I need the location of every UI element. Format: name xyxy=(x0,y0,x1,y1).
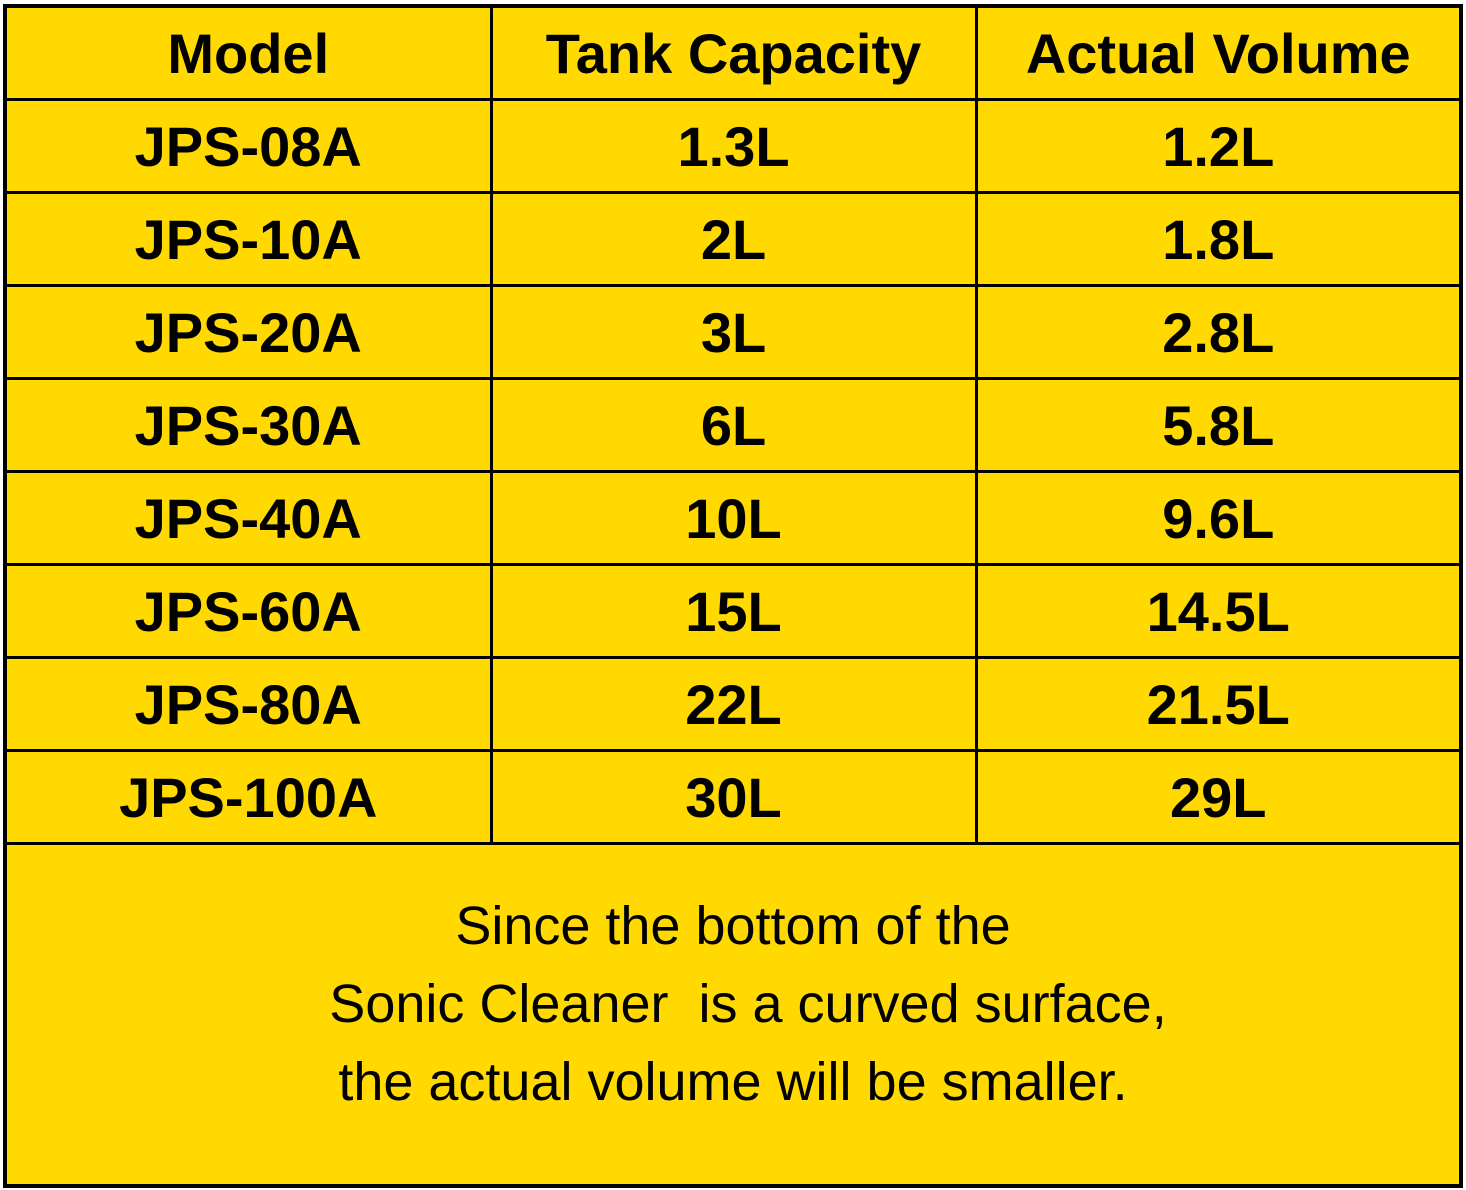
model-cell: JPS-60A xyxy=(7,563,493,659)
table-row: JPS-30A 6L 5.8L xyxy=(7,377,1459,473)
tank-capacity-cell: 3L xyxy=(489,284,978,380)
actual-volume-cell: 29L xyxy=(974,749,1459,845)
note-line: Since the bottom of the xyxy=(455,896,1011,956)
header-actual-volume: Actual Volume xyxy=(974,8,1459,101)
actual-volume-cell: 2.8L xyxy=(974,284,1459,380)
table-row: JPS-40A 10L 9.6L xyxy=(7,470,1459,566)
table-row: JPS-100A 30L 29L xyxy=(7,749,1459,845)
actual-volume-cell: 21.5L xyxy=(974,656,1459,752)
table-row: JPS-10A 2L 1.8L xyxy=(7,191,1459,287)
header-model: Model xyxy=(7,8,493,101)
tank-capacity-cell: 22L xyxy=(489,656,978,752)
actual-volume-cell: 1.8L xyxy=(974,191,1459,287)
capacity-table: Model Tank Capacity Actual Volume JPS-08… xyxy=(7,8,1459,845)
note-line: Sonic Cleaner is a curved surface, xyxy=(299,974,1167,1034)
note-line: the actual volume will be smaller. xyxy=(338,1052,1128,1112)
model-cell: JPS-10A xyxy=(7,191,493,287)
tank-capacity-cell: 15L xyxy=(489,563,978,659)
model-cell: JPS-30A xyxy=(7,377,493,473)
table-row: JPS-08A 1.3L 1.2L xyxy=(7,98,1459,194)
tank-capacity-cell: 30L xyxy=(489,749,978,845)
actual-volume-cell: 5.8L xyxy=(974,377,1459,473)
actual-volume-cell: 1.2L xyxy=(974,98,1459,194)
model-cell: JPS-20A xyxy=(7,284,493,380)
table-row: JPS-20A 3L 2.8L xyxy=(7,284,1459,380)
table-row: JPS-80A 22L 21.5L xyxy=(7,656,1459,752)
model-cell: JPS-100A xyxy=(7,749,493,845)
spec-table-frame: Model Tank Capacity Actual Volume JPS-08… xyxy=(3,4,1463,1188)
model-cell: JPS-80A xyxy=(7,656,493,752)
header-row: Model Tank Capacity Actual Volume xyxy=(7,8,1459,101)
model-cell: JPS-40A xyxy=(7,470,493,566)
header-tank-capacity: Tank Capacity xyxy=(489,8,978,101)
tank-capacity-cell: 10L xyxy=(489,470,978,566)
tank-capacity-cell: 6L xyxy=(489,377,978,473)
note: Since the bottom of the Sonic Cleaner is… xyxy=(7,845,1459,1121)
actual-volume-cell: 9.6L xyxy=(974,470,1459,566)
table-row: JPS-60A 15L 14.5L xyxy=(7,563,1459,659)
actual-volume-cell: 14.5L xyxy=(974,563,1459,659)
tank-capacity-cell: 2L xyxy=(489,191,978,287)
tank-capacity-cell: 1.3L xyxy=(489,98,978,194)
model-cell: JPS-08A xyxy=(7,98,493,194)
